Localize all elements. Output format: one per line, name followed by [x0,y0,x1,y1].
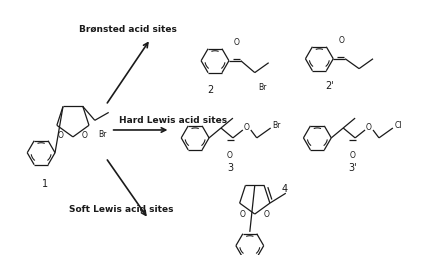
Text: O: O [338,36,344,45]
Text: O: O [234,38,240,47]
Text: O: O [58,131,64,140]
Text: O: O [240,210,246,219]
Text: O: O [366,123,372,133]
Text: 2': 2' [325,81,334,91]
Text: Br: Br [259,83,267,92]
Text: 4: 4 [281,184,288,194]
Text: O: O [349,151,355,160]
Text: 1: 1 [42,179,48,189]
Text: Soft Lewis acid sites: Soft Lewis acid sites [69,205,173,214]
Text: O: O [82,131,88,140]
Text: Br: Br [98,130,106,139]
Text: O: O [264,210,270,219]
Text: 2: 2 [207,86,213,95]
Text: O: O [227,151,233,160]
Text: 3: 3 [227,163,233,173]
Text: Hard Lewis acid sites: Hard Lewis acid sites [118,116,227,125]
Text: Brønsted acid sites: Brønsted acid sites [79,25,177,34]
Text: Cl: Cl [395,121,402,130]
Text: O: O [244,123,250,133]
Text: Br: Br [273,121,281,130]
Text: 3': 3' [348,163,357,173]
